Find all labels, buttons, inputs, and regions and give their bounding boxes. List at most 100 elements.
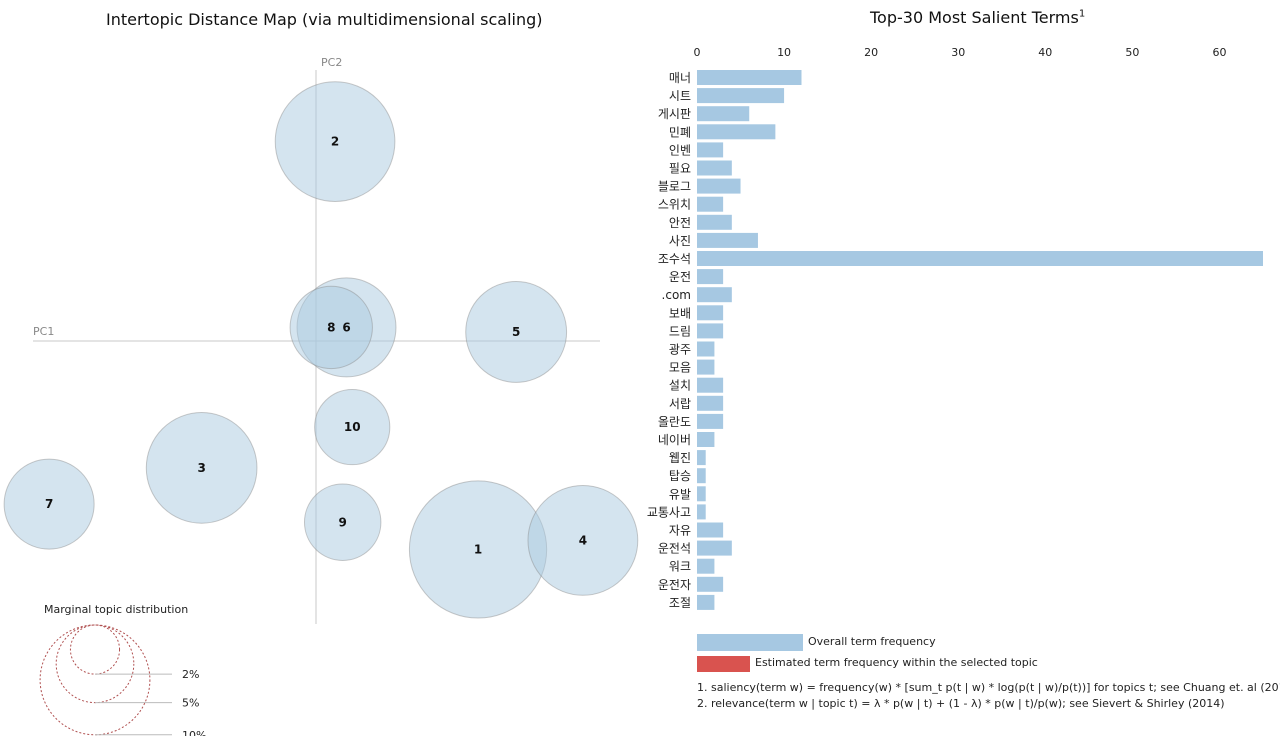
topic-label-8: 8: [327, 320, 335, 334]
intertopic-distance-map: PC1 PC2 1 2 3 4 5 6 7 8 9 10: [3, 56, 639, 624]
term-label-7: 블로그: [658, 180, 691, 194]
term-label-25: 교통사고: [647, 505, 691, 519]
term-bar-1: [697, 70, 802, 85]
term-label-6: 필요: [669, 162, 691, 176]
term-bar-26: [697, 522, 724, 538]
topic-label-3: 3: [197, 461, 205, 475]
term-label-24: 유발: [669, 487, 691, 501]
bar-xtick-40: 40: [1038, 46, 1052, 59]
marginal-label-2: 2%: [182, 668, 199, 681]
term-bar-14: [697, 305, 724, 321]
term-bar-18: [697, 377, 724, 393]
legend-overall-label: Overall term frequency: [808, 635, 936, 648]
bar-xtick-60: 60: [1212, 46, 1226, 59]
term-label-22: 웹진: [669, 451, 691, 465]
salient-terms-bar-chart: 0 10 20 30 40 50 60 매너시트게시판민폐인벤필요블로그스위치안전사진조수석운…: [647, 46, 1263, 610]
pc1-axis-label: PC1: [33, 325, 54, 338]
topic-bubble-4: [527, 484, 639, 596]
term-label-5: 인벤: [669, 143, 691, 157]
salient-terms-title: Top-30 Most Salient Terms1: [870, 8, 1085, 27]
marginal-topic-distribution: Marginal topic distribution 2% 5% 10%: [39, 603, 206, 736]
topic-label-4: 4: [579, 533, 587, 547]
legend-overall-swatch: [697, 634, 803, 651]
legend-topic-swatch: [697, 656, 750, 672]
term-label-26: 자유: [669, 524, 691, 538]
term-bar-11: [697, 251, 1263, 266]
pc2-axis-label: PC2: [321, 56, 342, 69]
topic-bubble-10: [314, 389, 391, 466]
topic-bubble-7: [3, 458, 95, 550]
topic-label-2: 2: [331, 135, 339, 149]
footnote-saliency: 1. saliency(term w) = frequency(w) * [su…: [697, 681, 1280, 694]
term-bar-29: [697, 576, 724, 592]
term-bar-23: [697, 468, 706, 484]
topic-label-6: 6: [342, 320, 350, 334]
term-label-30: 조절: [669, 596, 691, 610]
term-bar-27: [697, 540, 732, 556]
term-bar-15: [697, 323, 724, 339]
term-label-2: 시트: [669, 89, 691, 103]
topic-label-5: 5: [512, 325, 520, 339]
term-bar-13: [697, 287, 732, 303]
term-label-27: 운전석: [658, 542, 691, 556]
term-label-14: 보배: [669, 306, 691, 320]
intertopic-map-title: Intertopic Distance Map (via multidimens…: [106, 10, 543, 29]
term-label-1: 매너: [669, 71, 691, 85]
term-bar-7: [697, 178, 741, 194]
term-label-23: 탑승: [669, 469, 691, 483]
marginal-circle-10: [39, 624, 151, 736]
footnote-relevance: 2. relevance(term w | topic t) = λ * p(w…: [697, 697, 1225, 710]
term-bar-10: [697, 232, 758, 248]
term-bar-30: [697, 594, 715, 610]
bar-xtick-10: 10: [777, 46, 791, 59]
topic-bubble-9: [303, 483, 382, 561]
bar-xtick-20: 20: [864, 46, 878, 59]
topic-bubble-8: [289, 285, 373, 370]
marginal-circle-2: [69, 624, 121, 675]
marginal-label-10: 10%: [182, 729, 206, 736]
term-bar-24: [697, 486, 706, 502]
term-label-11: 조수석: [658, 252, 691, 266]
term-label-8: 스위치: [658, 198, 691, 212]
topic-label-9: 9: [339, 515, 347, 529]
term-label-21: 네이버: [658, 433, 691, 447]
bar-xtick-30: 30: [951, 46, 965, 59]
term-bar-22: [697, 450, 706, 466]
legend-estimated-label: Estimated term frequency within the sele…: [755, 656, 1038, 669]
term-label-10: 사진: [669, 234, 691, 248]
term-bar-25: [697, 504, 706, 520]
term-label-4: 민폐: [669, 125, 691, 139]
term-label-17: 모음: [669, 361, 691, 375]
term-label-20: 올란도: [658, 415, 691, 429]
topic-label-1: 1: [474, 542, 482, 556]
term-bar-12: [697, 269, 724, 285]
term-label-3: 게시판: [658, 107, 691, 121]
topic-bubble-2: [274, 81, 396, 202]
term-bar-3: [697, 106, 750, 122]
term-label-13: .com: [662, 288, 691, 302]
term-bar-2: [697, 88, 785, 104]
term-label-18: 설치: [669, 379, 691, 393]
term-bar-16: [697, 341, 715, 357]
bar-xtick-50: 50: [1125, 46, 1139, 59]
term-bar-4: [697, 124, 776, 140]
term-label-16: 광주: [669, 343, 691, 357]
term-bar-17: [697, 359, 715, 375]
topic-label-7: 7: [45, 497, 53, 511]
topic-label-10: 10: [344, 420, 361, 434]
term-bar-20: [697, 413, 724, 429]
term-label-12: 운전: [669, 270, 691, 284]
term-bar-8: [697, 196, 724, 212]
salient-terms-title-footnote-mark: 1: [1078, 8, 1086, 20]
term-bar-6: [697, 160, 732, 176]
salient-terms-title-text: Top-30 Most Salient Terms: [870, 8, 1079, 27]
topic-bubble-5: [465, 281, 568, 383]
term-bar-19: [697, 395, 724, 411]
marginal-title: Marginal topic distribution: [44, 603, 188, 616]
marginal-label-5: 5%: [182, 697, 199, 710]
term-bar-21: [697, 432, 715, 447]
term-bar-28: [697, 558, 715, 574]
term-bar-5: [697, 142, 724, 158]
topic-bubble-3: [145, 412, 258, 524]
